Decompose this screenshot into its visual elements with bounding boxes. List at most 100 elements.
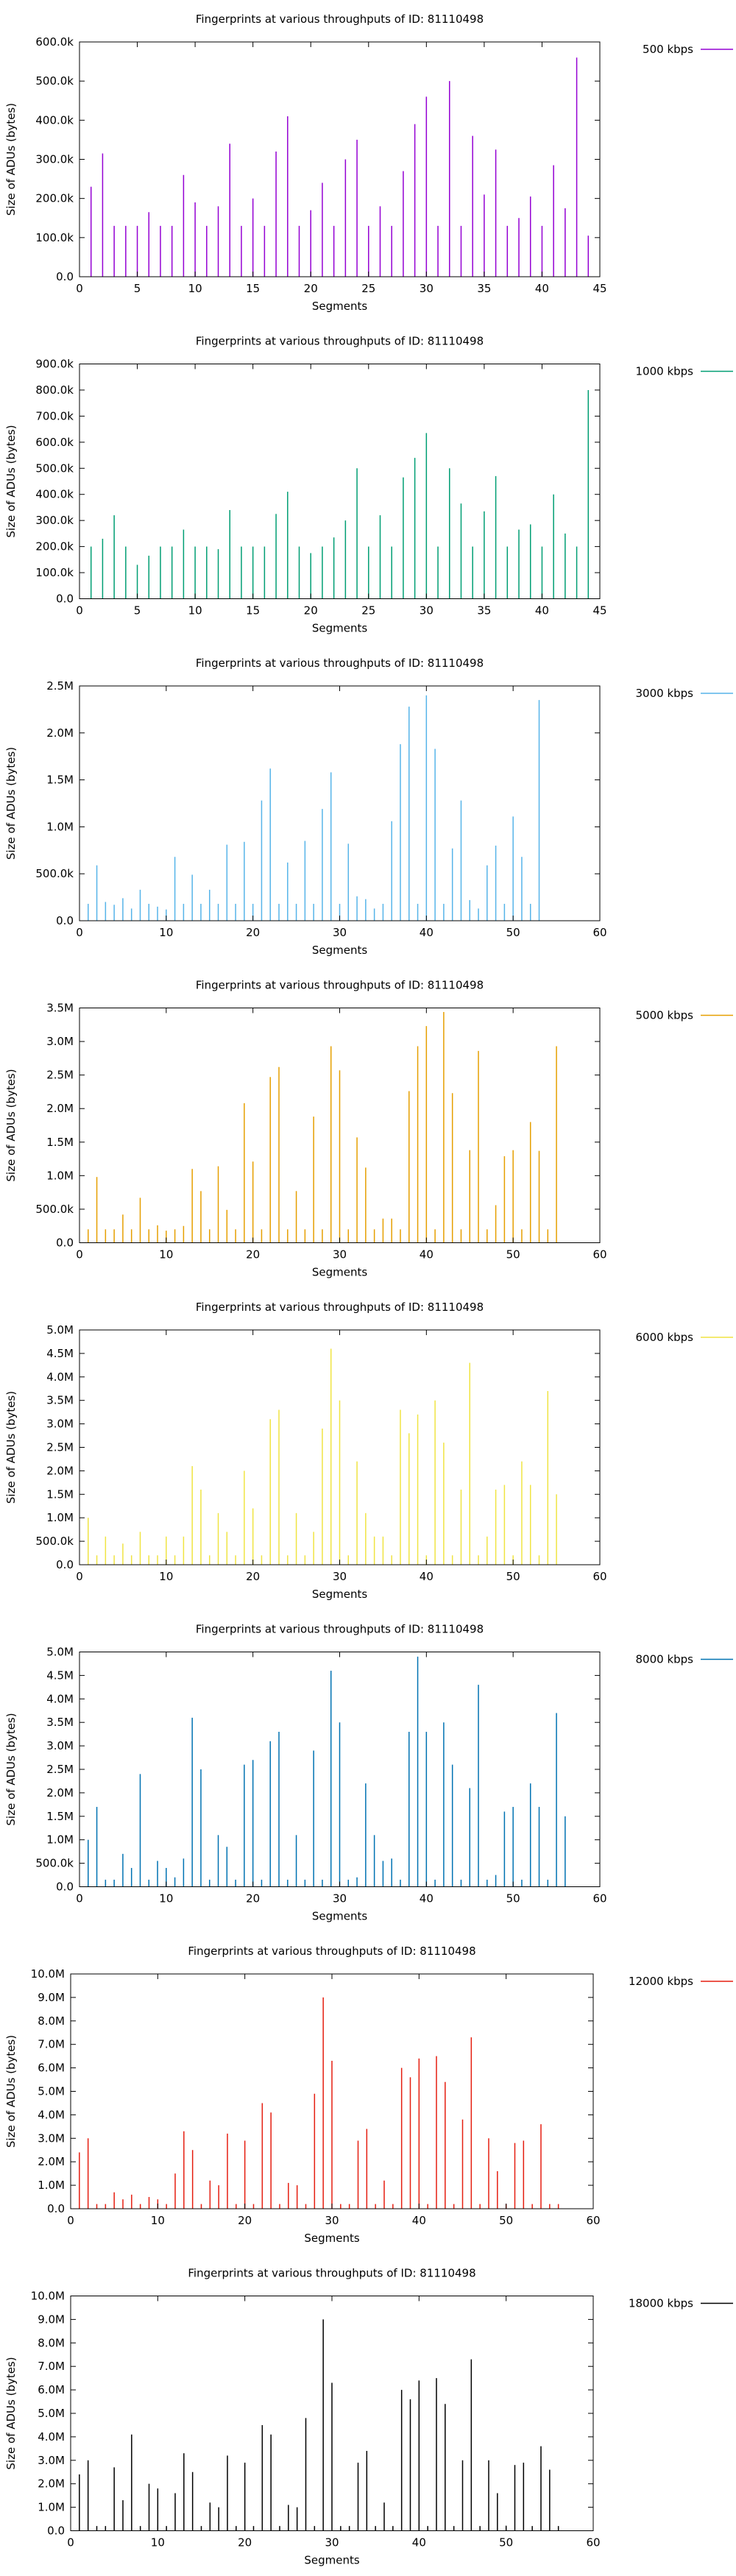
y-tick-label: 900.0k [35, 358, 74, 371]
chart-panel-6: Fingerprints at various throughputs of I… [4, 1623, 733, 1923]
x-tick-label: 0 [76, 604, 83, 618]
legend-label: 5000 kbps [636, 1009, 694, 1022]
x-tick-label: 60 [586, 2536, 600, 2550]
legend-label: 1000 kbps [636, 365, 694, 378]
y-tick-label: 600.0k [35, 35, 74, 49]
y-axis-label: Size of ADUs (bytes) [4, 747, 18, 860]
x-tick-label: 30 [333, 1248, 347, 1262]
y-tick-label: 0.0 [56, 270, 74, 283]
y-tick-label: 500.0k [35, 461, 74, 475]
y-tick-label: 5.0M [46, 1323, 74, 1337]
x-tick-label: 0 [67, 2536, 74, 2550]
x-tick-label: 60 [592, 926, 606, 939]
x-tick-label: 0 [76, 926, 83, 939]
y-tick-label: 1.0M [46, 1511, 74, 1524]
x-tick-label: 20 [246, 1248, 260, 1262]
x-tick-label: 40 [420, 1892, 434, 1906]
x-tick-label: 45 [592, 604, 606, 618]
x-tick-label: 60 [592, 1248, 606, 1262]
x-tick-label: 30 [420, 282, 434, 295]
y-axis-label: Size of ADUs (bytes) [4, 425, 18, 537]
x-tick-label: 20 [238, 2536, 252, 2550]
x-tick-label: 25 [361, 604, 375, 618]
x-tick-label: 0 [76, 1892, 83, 1906]
x-tick-label: 30 [325, 2536, 339, 2550]
legend-label: 18000 kbps [629, 2297, 693, 2310]
x-axis-label: Segments [312, 1910, 368, 1923]
legend-label: 12000 kbps [629, 1975, 693, 1988]
x-tick-label: 30 [333, 1892, 347, 1906]
x-tick-label: 40 [535, 604, 549, 618]
y-axis-label: Size of ADUs (bytes) [4, 1069, 18, 1181]
x-tick-label: 20 [304, 282, 318, 295]
y-tick-label: 2.5M [46, 1069, 74, 1082]
y-tick-label: 400.0k [35, 113, 74, 127]
y-tick-label: 2.0M [46, 1102, 74, 1115]
y-tick-label: 3.5M [46, 1716, 74, 1729]
x-tick-label: 10 [151, 2214, 165, 2227]
x-tick-label: 20 [246, 926, 260, 939]
x-axis-label: Segments [312, 944, 368, 957]
x-tick-label: 0 [67, 2214, 74, 2227]
y-tick-label: 0.0 [56, 1236, 74, 1250]
y-tick-label: 2.0M [46, 726, 74, 740]
y-tick-label: 7.0M [38, 2360, 65, 2373]
y-tick-label: 5.0M [46, 1646, 74, 1659]
x-tick-label: 10 [159, 1892, 173, 1906]
y-tick-label: 2.5M [46, 1763, 74, 1776]
y-tick-label: 3.0M [38, 2454, 65, 2467]
x-tick-label: 40 [535, 282, 549, 295]
x-tick-label: 60 [592, 1570, 606, 1583]
y-axis-label: Size of ADUs (bytes) [4, 2357, 18, 2469]
x-tick-label: 60 [592, 1892, 606, 1906]
legend-label: 500 kbps [643, 43, 693, 56]
x-tick-label: 0 [76, 1248, 83, 1262]
y-tick-label: 3.0M [46, 1739, 74, 1752]
x-tick-label: 30 [325, 2214, 339, 2227]
y-tick-label: 1.0M [46, 1169, 74, 1182]
chart-panel-3: Fingerprints at various throughputs of I… [4, 657, 733, 957]
y-tick-label: 0.0 [56, 1880, 74, 1894]
y-tick-label: 100.0k [35, 231, 74, 244]
legend-label: 8000 kbps [636, 1653, 694, 1666]
y-tick-label: 5.0M [38, 2407, 65, 2420]
y-tick-label: 5.0M [38, 2085, 65, 2098]
y-tick-label: 10.0M [31, 1967, 65, 1981]
y-tick-label: 10.0M [31, 2290, 65, 2303]
y-tick-label: 1.0M [38, 2501, 65, 2514]
chart-title: Fingerprints at various throughputs of I… [196, 1623, 484, 1636]
y-tick-label: 9.0M [38, 1991, 65, 2004]
y-tick-label: 700.0k [35, 409, 74, 422]
y-tick-label: 2.5M [46, 679, 74, 693]
y-tick-label: 3.5M [46, 1394, 74, 1407]
x-tick-label: 30 [333, 1570, 347, 1583]
x-tick-label: 25 [361, 282, 375, 295]
x-axis-label: Segments [312, 622, 368, 635]
y-tick-label: 1.0M [38, 2179, 65, 2192]
chart-title: Fingerprints at various throughputs of I… [196, 1301, 484, 1314]
x-tick-label: 20 [304, 604, 318, 618]
x-tick-label: 15 [246, 282, 260, 295]
x-tick-label: 50 [499, 2536, 513, 2550]
x-tick-label: 5 [134, 282, 141, 295]
x-tick-label: 50 [499, 2214, 513, 2227]
chart-title: Fingerprints at various throughputs of I… [188, 2267, 475, 2280]
chart-title: Fingerprints at various throughputs of I… [196, 13, 484, 26]
plot-frame [79, 364, 601, 599]
x-tick-label: 20 [238, 2214, 252, 2227]
chart-panel-5: Fingerprints at various throughputs of I… [4, 1301, 733, 1601]
x-axis-label: Segments [312, 1588, 368, 1601]
x-tick-label: 15 [246, 604, 260, 618]
y-tick-label: 300.0k [35, 153, 74, 166]
y-tick-label: 7.0M [38, 2038, 65, 2051]
y-tick-label: 6.0M [38, 2062, 65, 2075]
y-tick-label: 3.0M [46, 1035, 74, 1048]
y-tick-label: 200.0k [35, 192, 74, 205]
chart-title: Fingerprints at various throughputs of I… [196, 657, 484, 670]
x-tick-label: 10 [159, 926, 173, 939]
x-tick-label: 60 [586, 2214, 600, 2227]
x-tick-label: 45 [592, 282, 606, 295]
chart-panel-8: Fingerprints at various throughputs of I… [4, 2267, 733, 2567]
y-tick-label: 2.0M [38, 2155, 65, 2168]
